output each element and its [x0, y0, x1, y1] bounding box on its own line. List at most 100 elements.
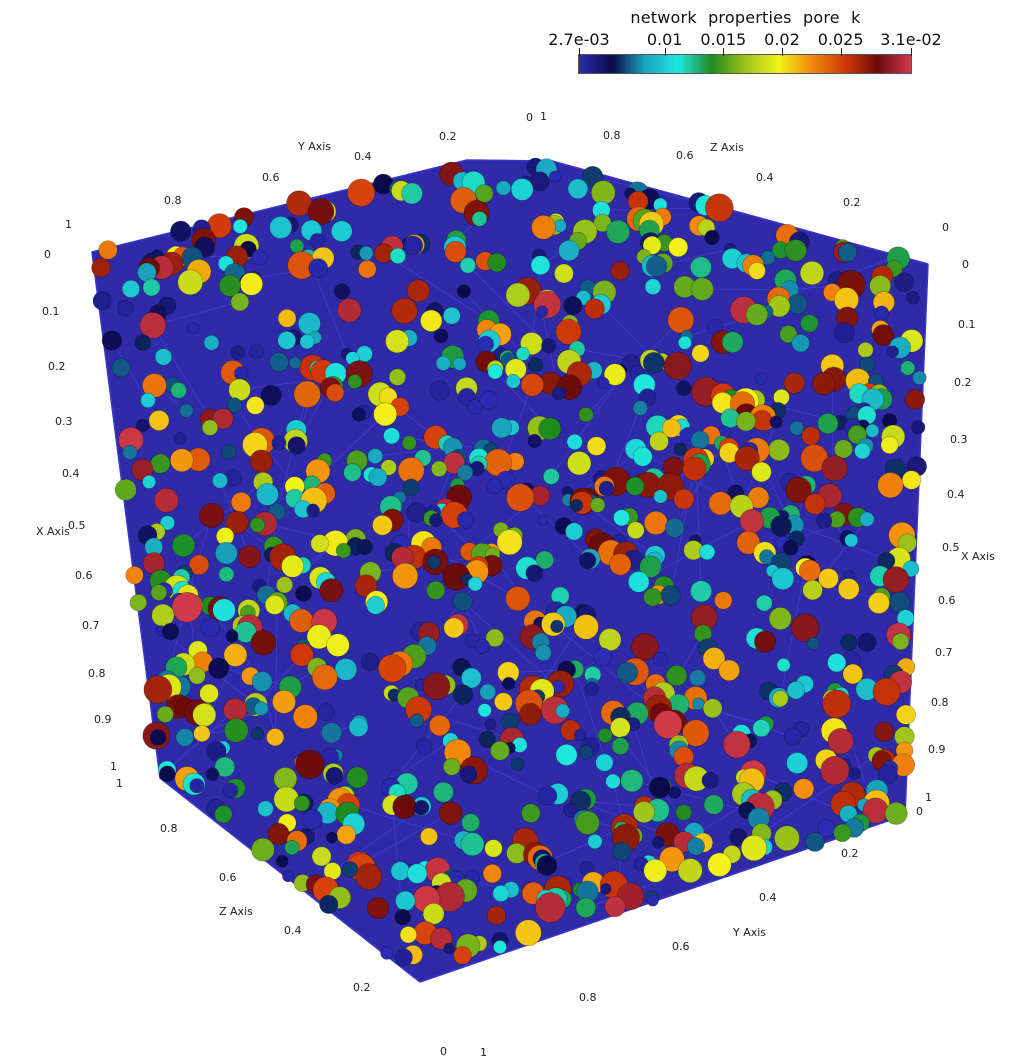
throat-edge	[467, 265, 549, 347]
pore-sphere	[214, 805, 233, 824]
pore-sphere	[289, 238, 305, 254]
y-axis-tick-bottom: 0.8	[579, 991, 597, 1004]
pore-sphere	[208, 657, 230, 679]
pore-sphere	[319, 894, 339, 914]
throat-edge	[383, 252, 489, 322]
pore-sphere	[153, 487, 179, 513]
pore-sphere	[735, 411, 756, 432]
pore-sphere	[558, 240, 580, 262]
pore-sphere	[911, 420, 926, 435]
colorbar	[578, 54, 912, 74]
pore-sphere	[368, 467, 388, 487]
pore-sphere	[143, 675, 173, 704]
pore-sphere	[673, 488, 695, 510]
pore-sphere	[505, 282, 531, 308]
pore-sphere	[392, 794, 417, 820]
pore-sphere	[484, 839, 503, 858]
pore-sphere	[631, 632, 659, 661]
pore-sphere	[798, 559, 821, 582]
pore-sphere	[722, 730, 751, 759]
pore-sphere	[827, 653, 847, 673]
pore-sphere	[415, 738, 433, 755]
pore-sphere	[537, 514, 549, 526]
pore-sphere	[610, 717, 631, 738]
pore-sphere	[156, 705, 174, 723]
pore-sphere	[306, 503, 320, 518]
pore-sphere	[179, 403, 194, 418]
pore-sphere	[177, 269, 204, 296]
pore-sphere	[413, 799, 430, 816]
pore-sphere	[101, 330, 122, 351]
pore-sphere	[632, 446, 653, 467]
pore-sphere	[218, 566, 235, 583]
pore-sphere	[600, 883, 612, 895]
pore-sphere	[249, 449, 273, 473]
pore-sphere	[337, 298, 362, 323]
pore-sphere	[613, 509, 631, 527]
pore-sphere	[474, 638, 491, 654]
pore-sphere	[575, 897, 597, 918]
pore-sphere	[356, 538, 373, 555]
pore-sphere	[582, 165, 604, 187]
pore-sphere	[632, 400, 648, 416]
pore-sphere	[378, 654, 407, 683]
y-axis-tick-bottom: 0.4	[759, 891, 777, 904]
pore-sphere	[827, 728, 854, 755]
pore-sphere	[201, 419, 219, 436]
pore-sphere	[199, 683, 219, 704]
pore-sphere	[745, 303, 769, 326]
pore-sphere	[403, 235, 424, 256]
pore-sphere	[514, 919, 542, 947]
x-axis-title-right: X Axis	[961, 550, 995, 563]
pore-sphere	[162, 622, 180, 641]
pore-sphere	[117, 300, 134, 317]
pore-sphere	[343, 463, 362, 482]
pore-sphere	[842, 663, 863, 685]
pore-sphere	[308, 258, 329, 278]
pore-sphere	[887, 345, 899, 358]
pore-sphere	[704, 193, 734, 223]
pore-sphere	[407, 863, 428, 884]
pore-sphere	[348, 717, 369, 737]
pore-sphere	[91, 257, 111, 278]
pore-sphere	[269, 352, 289, 372]
pore-sphere	[433, 328, 449, 344]
pore-sphere	[215, 541, 238, 565]
pore-sphere	[230, 345, 245, 361]
pore-sphere	[754, 372, 768, 385]
pore-sphere	[644, 278, 662, 295]
pore-sphere	[900, 360, 916, 376]
pore-sphere	[334, 658, 358, 681]
pore-sphere	[288, 356, 302, 370]
pore-sphere	[771, 567, 795, 591]
pore-sphere	[317, 703, 336, 722]
pore-sphere	[595, 753, 614, 772]
pore-sphere	[380, 946, 394, 960]
pore-sphere	[292, 704, 318, 730]
pore-sphere	[199, 502, 225, 529]
pore-sphere	[689, 669, 707, 687]
pore-sphere	[536, 305, 549, 318]
y-axis-tick-bottom: 0	[916, 805, 923, 818]
colorbar-tick-mark	[911, 48, 912, 56]
x-axis-tick-left: 0.5	[68, 519, 86, 532]
x-axis-tick-left: 0.9	[94, 713, 112, 726]
pore-sphere	[238, 545, 262, 569]
y-axis-tick-bottom: 0.2	[841, 847, 859, 860]
pore-sphere	[212, 598, 236, 622]
pore-sphere	[260, 384, 282, 406]
pore-sphere	[485, 628, 504, 648]
pore-sphere	[754, 630, 777, 653]
pore-sphere	[770, 515, 792, 537]
pore-sphere	[620, 769, 644, 793]
pore-sphere	[385, 329, 410, 354]
colorbar-tick-label: 0.015	[700, 30, 747, 49]
pore-sphere	[555, 744, 578, 766]
pore-sphere	[148, 410, 170, 431]
pore-sphere	[495, 180, 512, 196]
pore-sphere	[230, 491, 252, 513]
legend-title: network properties pore k	[630, 8, 861, 27]
pore-sphere	[401, 435, 417, 451]
pore-sphere	[295, 585, 312, 602]
